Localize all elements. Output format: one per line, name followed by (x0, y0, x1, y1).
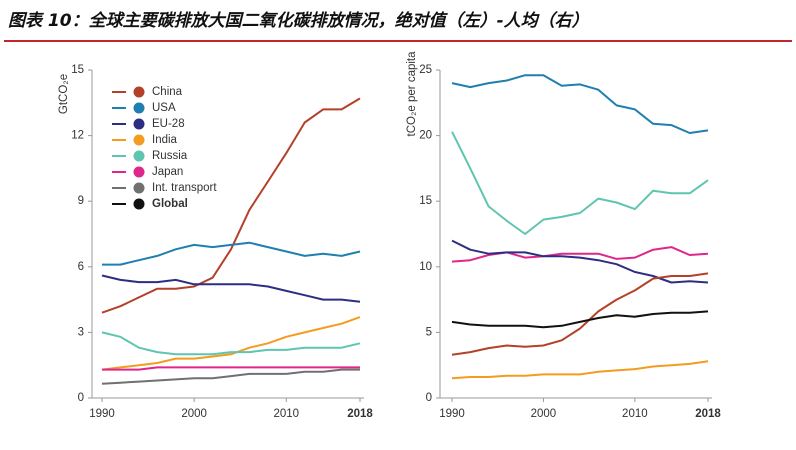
legend-box (108, 80, 238, 216)
series-line (101, 331, 361, 356)
y-tick-label: 0 (78, 392, 84, 404)
series-line (101, 368, 360, 385)
series-line (101, 274, 361, 303)
y-axis-label: GtCO₂e (58, 74, 70, 114)
y-tick-label: 15 (419, 195, 432, 207)
series-line (101, 316, 361, 371)
y-tick-label: 12 (71, 130, 84, 142)
legend-icon (133, 150, 145, 162)
page-title: 图表 10：全球主要碳排放大国二氧化碳排放情况，绝对值（左）-人均（右） (8, 11, 589, 31)
legend-label: China (152, 86, 183, 98)
x-tick-label: 1990 (89, 408, 115, 420)
series-line (451, 239, 709, 284)
legend-label: Russia (152, 150, 188, 162)
series-line (102, 241, 361, 266)
y-tick-label: 0 (426, 392, 432, 404)
series-line (451, 360, 709, 380)
legend-icon (133, 198, 145, 210)
series-line (451, 272, 709, 356)
y-tick-label: 5 (426, 326, 432, 338)
x-tick-label: 2018 (695, 408, 721, 420)
series-line (451, 74, 709, 134)
legend-icon (133, 118, 145, 130)
legend-icon (133, 102, 145, 114)
y-tick-label: 20 (419, 130, 432, 142)
legend-label: Japan (152, 166, 183, 178)
legend-icon (133, 86, 145, 98)
y-tick-label: 9 (78, 195, 84, 207)
x-tick-label: 2000 (181, 408, 207, 420)
legend-icon (133, 182, 145, 194)
legend-label: Global (152, 198, 188, 210)
x-tick-label: 2010 (273, 408, 299, 420)
series-line (451, 131, 709, 235)
x-tick-label: 2018 (347, 408, 373, 420)
y-tick-label: 15 (71, 64, 84, 76)
legend-label: EU-28 (152, 118, 185, 130)
x-tick-label: 2000 (531, 408, 557, 420)
y-tick-label: 6 (78, 261, 84, 273)
legend-label: India (152, 134, 178, 146)
x-tick-label: 2010 (622, 408, 648, 420)
series-line (102, 366, 360, 371)
y-axis-label: tCO₂e per capita (406, 51, 418, 137)
legend-icon (133, 166, 145, 178)
legend-label: Int. transport (152, 182, 217, 194)
legend-icon (133, 134, 145, 146)
y-tick-label: 10 (419, 261, 432, 273)
series-line (101, 97, 361, 314)
series-line (451, 310, 709, 329)
legend-label: USA (152, 102, 176, 114)
title-rule (4, 40, 792, 42)
y-tick-label: 3 (78, 326, 84, 338)
x-tick-label: 1990 (439, 408, 465, 420)
y-tick-label: 25 (419, 64, 432, 76)
